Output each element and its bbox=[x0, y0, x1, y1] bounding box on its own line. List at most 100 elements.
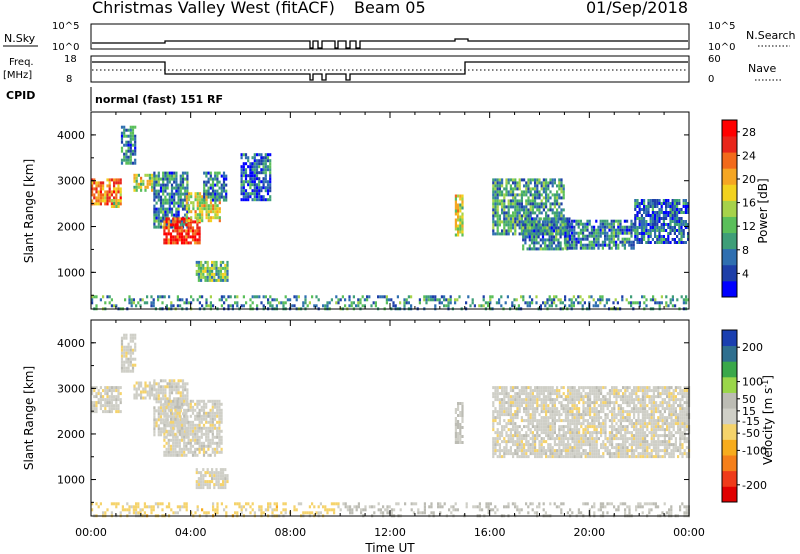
power-cell bbox=[169, 232, 173, 236]
power-cell bbox=[471, 301, 474, 305]
velocity-cell bbox=[494, 398, 497, 402]
power-cell bbox=[662, 229, 665, 232]
power-cell bbox=[603, 304, 606, 308]
power-cell bbox=[649, 235, 652, 238]
velocity-cell bbox=[527, 392, 530, 396]
power-cell bbox=[557, 247, 560, 251]
power-cell bbox=[177, 186, 180, 190]
power-cell bbox=[651, 202, 654, 205]
power-cell bbox=[566, 231, 569, 235]
power-cell bbox=[507, 181, 510, 185]
velocity-cell bbox=[573, 428, 576, 432]
power-cell bbox=[461, 230, 464, 234]
power-cell bbox=[269, 186, 272, 190]
power-cell bbox=[647, 229, 650, 232]
power-cell bbox=[533, 238, 536, 242]
power-cell bbox=[461, 212, 464, 216]
velocity-cell bbox=[589, 395, 592, 399]
velocity-cell bbox=[157, 430, 160, 434]
power-cell bbox=[524, 220, 527, 224]
power-cell bbox=[529, 181, 532, 185]
power-cell bbox=[656, 217, 659, 220]
velocity-cell bbox=[503, 389, 506, 393]
power-cell bbox=[623, 219, 626, 223]
power-cell bbox=[119, 199, 122, 203]
velocity-cell bbox=[167, 405, 170, 409]
velocity-cell bbox=[558, 413, 561, 417]
power-cell bbox=[656, 211, 659, 214]
power-cell bbox=[588, 231, 591, 235]
velocity-cell bbox=[104, 386, 107, 390]
velocity-cell bbox=[529, 389, 532, 393]
power-cell bbox=[275, 304, 278, 308]
velocity-cell bbox=[586, 386, 589, 390]
velocity-cell bbox=[545, 422, 548, 426]
velocity-cell bbox=[595, 401, 598, 405]
nave-label: Nave bbox=[748, 62, 776, 75]
power-cell bbox=[687, 235, 690, 238]
velocity-cell bbox=[216, 450, 219, 454]
power-cell bbox=[211, 186, 215, 190]
velocity-cell bbox=[211, 417, 214, 421]
velocity-cell bbox=[553, 443, 556, 447]
power-cell bbox=[181, 174, 185, 178]
velocity-cell bbox=[503, 401, 506, 405]
power-cell bbox=[516, 184, 519, 188]
power-cell bbox=[181, 180, 185, 184]
power-cell bbox=[537, 241, 540, 245]
velocity-cell bbox=[514, 449, 517, 453]
power-cell bbox=[520, 220, 523, 224]
power-cell bbox=[582, 234, 585, 238]
power-cell bbox=[535, 217, 538, 221]
power-cell bbox=[177, 207, 180, 211]
velocity-cell bbox=[580, 422, 583, 426]
power-cell bbox=[548, 304, 551, 308]
power-cell bbox=[507, 229, 510, 233]
velocity-cell bbox=[593, 401, 596, 405]
freq-trace bbox=[92, 61, 688, 81]
power-cell bbox=[198, 295, 201, 299]
velocity-cell bbox=[562, 392, 565, 396]
velocity-cell bbox=[514, 431, 517, 435]
power-cell bbox=[617, 243, 620, 247]
power-cell bbox=[535, 229, 538, 233]
power-cell bbox=[178, 220, 181, 224]
power-cell bbox=[180, 241, 184, 245]
power-cell bbox=[91, 193, 94, 197]
velocity-cell bbox=[155, 421, 158, 425]
velocity-cell bbox=[119, 398, 122, 402]
velocity-cell bbox=[534, 389, 537, 393]
velocity-cell bbox=[191, 438, 195, 442]
power-cell bbox=[119, 190, 122, 194]
velocity-cell bbox=[536, 386, 539, 390]
power-cell bbox=[564, 231, 567, 235]
power-cell bbox=[251, 156, 254, 160]
power-cell bbox=[168, 207, 171, 211]
power-cell bbox=[518, 214, 521, 218]
power-cell bbox=[222, 275, 225, 279]
power-cell bbox=[164, 207, 167, 211]
velocity-cell bbox=[593, 446, 596, 450]
power-cell bbox=[545, 211, 548, 215]
velocity-cell bbox=[545, 440, 548, 444]
velocity-cell bbox=[197, 477, 200, 481]
power-cell bbox=[546, 232, 549, 236]
velocity-cell bbox=[202, 405, 206, 409]
power-colorbar-tick-label: 24 bbox=[742, 149, 756, 162]
velocity-cell bbox=[606, 398, 609, 402]
power-cell bbox=[249, 183, 252, 187]
power-cell bbox=[467, 295, 470, 299]
velocity-cell bbox=[536, 395, 539, 399]
power-cell bbox=[205, 171, 208, 175]
velocity-cell bbox=[498, 443, 501, 447]
power-cell bbox=[556, 202, 559, 206]
power-cell bbox=[526, 301, 529, 305]
power-cell bbox=[552, 238, 556, 242]
velocity-cell bbox=[509, 398, 512, 402]
velocity-cell bbox=[571, 455, 574, 459]
velocity-cell bbox=[586, 452, 589, 456]
velocity-cell bbox=[178, 426, 181, 430]
power-cell bbox=[266, 168, 270, 172]
velocity-cell bbox=[174, 420, 177, 424]
velocity-cell bbox=[202, 483, 205, 487]
